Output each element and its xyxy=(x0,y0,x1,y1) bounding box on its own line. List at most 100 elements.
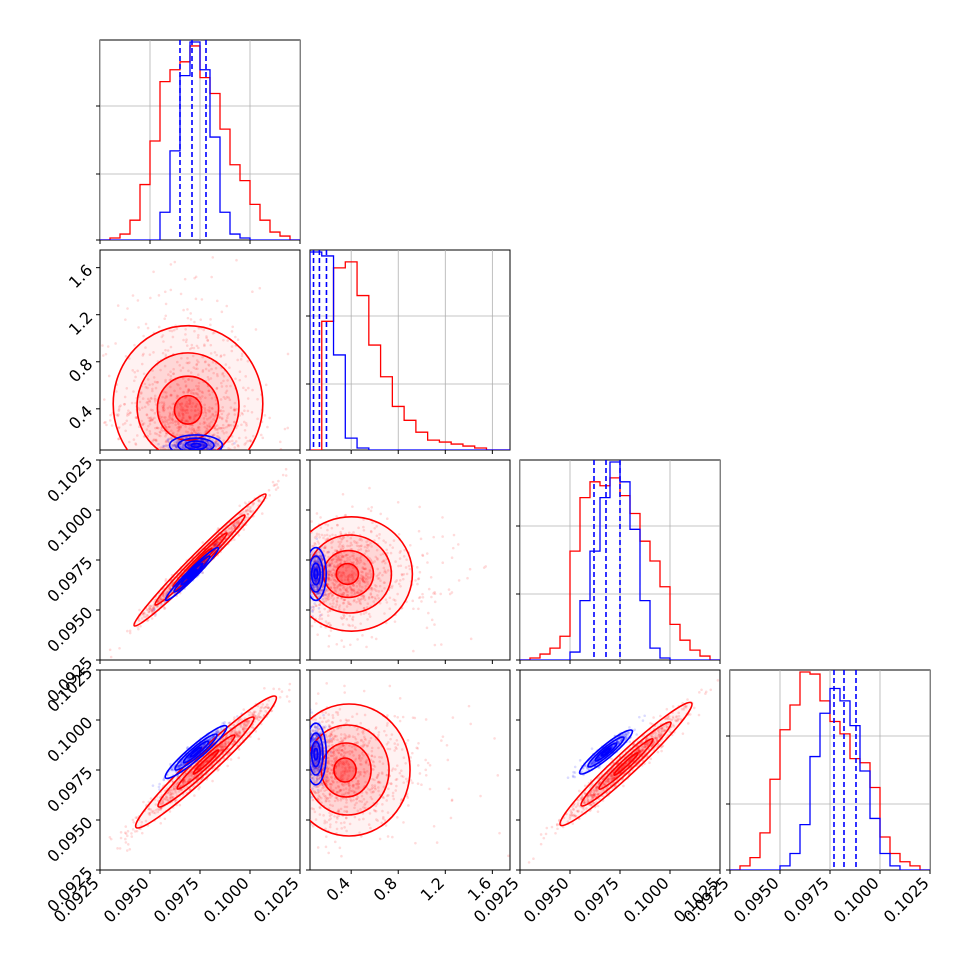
scatter-point xyxy=(226,764,229,768)
scatter-point xyxy=(340,639,344,642)
scatter-point xyxy=(196,387,199,391)
scatter-point xyxy=(236,338,240,341)
scatter-point xyxy=(108,836,112,839)
scatter-point xyxy=(169,762,172,766)
scatter-point xyxy=(205,759,209,763)
scatter-point xyxy=(201,571,204,575)
scatter-point xyxy=(313,536,317,539)
scatter-point xyxy=(163,817,167,821)
scatter-point xyxy=(448,592,452,596)
scatter-point xyxy=(139,624,142,628)
scatter-point xyxy=(254,328,258,331)
scatter-point xyxy=(234,524,237,527)
scatter-point xyxy=(236,444,240,447)
scatter-point xyxy=(430,618,434,622)
scatter-point xyxy=(186,454,189,457)
scatter-point xyxy=(191,402,195,405)
scatter-point xyxy=(278,695,282,699)
scatter-point xyxy=(170,791,173,794)
scatter-point xyxy=(177,425,181,429)
scatter-point xyxy=(220,381,223,385)
scatter-point xyxy=(215,386,219,390)
scatter-point xyxy=(202,444,205,448)
scatter-point xyxy=(166,418,170,422)
scatter-point xyxy=(150,810,154,813)
scatter-point xyxy=(194,454,197,457)
scatter-point xyxy=(175,394,179,398)
scatter-point xyxy=(242,510,245,514)
scatter-point xyxy=(198,422,202,425)
scatter-point xyxy=(153,397,157,400)
scatter-point xyxy=(152,811,155,815)
scatter-point xyxy=(182,779,186,782)
scatter-point xyxy=(221,423,225,427)
scatter-point xyxy=(201,442,204,445)
scatter-point xyxy=(163,797,167,801)
scatter-point xyxy=(169,393,173,397)
scatter-point xyxy=(117,413,120,416)
scatter-point xyxy=(256,715,260,719)
scatter-point xyxy=(142,611,145,614)
scatter-point xyxy=(148,419,152,423)
scatter-point xyxy=(191,423,194,427)
scatter-point xyxy=(189,400,192,403)
scatter-point xyxy=(163,420,166,424)
scatter-point xyxy=(240,512,243,515)
scatter-point xyxy=(134,443,138,446)
scatter-point xyxy=(258,715,262,719)
scatter-point xyxy=(280,690,284,693)
scatter-point xyxy=(206,447,210,450)
scatter-point xyxy=(214,402,218,406)
scatter-point xyxy=(240,523,244,526)
scatter-point xyxy=(184,385,188,388)
scatter-point xyxy=(179,784,183,788)
scatter-point xyxy=(201,395,204,398)
scatter-point xyxy=(177,764,180,768)
scatter-point xyxy=(123,831,127,835)
scatter-point xyxy=(238,729,241,733)
scatter-point xyxy=(184,780,187,784)
scatter-point xyxy=(254,730,258,733)
scatter-point xyxy=(184,419,187,423)
scatter-point xyxy=(194,431,198,435)
scatter-point xyxy=(191,391,195,395)
scatter-point xyxy=(237,720,240,724)
scatter-point xyxy=(163,290,167,294)
scatter-point xyxy=(230,525,234,528)
scatter-point xyxy=(212,544,216,547)
scatter-point xyxy=(188,417,192,420)
scatter-point xyxy=(117,426,120,430)
scatter-point xyxy=(117,437,120,441)
scatter-point xyxy=(143,612,146,616)
scatter-point xyxy=(151,369,154,372)
scatter-point xyxy=(225,420,228,423)
scatter-point xyxy=(221,405,224,409)
scatter-point xyxy=(219,748,223,751)
scatter-point xyxy=(212,734,215,738)
scatter-point xyxy=(246,516,249,519)
scatter-point xyxy=(227,412,231,416)
scatter-point xyxy=(203,452,206,455)
scatter-point xyxy=(140,391,143,394)
scatter-point xyxy=(154,438,158,442)
scatter-point xyxy=(238,731,242,734)
scatter-point xyxy=(126,843,130,846)
scatter-point xyxy=(200,298,204,301)
scatter-point xyxy=(187,378,191,381)
scatter-point xyxy=(209,352,213,355)
scatter-point xyxy=(327,577,330,581)
scatter-point xyxy=(386,517,389,520)
scatter-point xyxy=(206,447,209,450)
scatter-point xyxy=(208,393,212,396)
scatter-point xyxy=(182,416,185,420)
scatter-point xyxy=(232,523,236,527)
scatter-point xyxy=(152,609,155,613)
scatter-point xyxy=(234,377,237,381)
scatter-point xyxy=(185,453,188,456)
scatter-point xyxy=(162,403,166,406)
scatter-point xyxy=(180,406,184,409)
scatter-point xyxy=(189,772,193,775)
density-contour xyxy=(164,724,228,780)
scatter-point xyxy=(143,611,146,615)
scatter-point xyxy=(250,410,254,414)
